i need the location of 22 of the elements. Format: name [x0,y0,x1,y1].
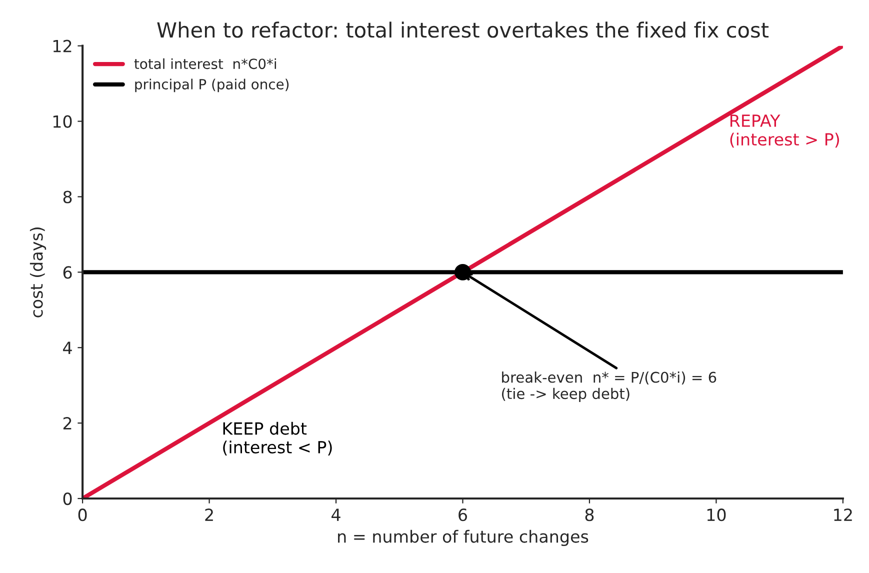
y-tick-label: 2 [63,417,72,430]
legend-label: total interest n*C0*i [134,58,276,70]
y-axis-title: cost (days) [30,228,46,318]
annotation: REPAY (interest > P) [730,114,839,148]
y-tick-label: 4 [63,342,72,354]
annotation: break-even n* = P/(C0*i) = 6 (tie -> keep debt) [502,372,716,402]
x-axis-title: n = number of future changes [338,530,588,546]
x-tick-label: 8 [585,508,594,522]
chart-title: When to refactor: total interest overtakes the fixed fix cost [157,22,769,38]
y-tick-label: 0 [63,492,72,506]
x-tick-label: 2 [205,508,213,521]
x-tick-label: 4 [332,508,340,521]
x-tick-label: 10 [707,508,726,522]
x-tick-label: 12 [834,508,852,521]
y-tick-label: 10 [53,115,72,128]
x-tick-label: 6 [458,508,467,522]
y-tick-label: 12 [53,40,72,52]
y-tick-label: 8 [63,190,72,204]
legend-label: principal P (paid once) [135,78,289,92]
y-tick-label: 6 [63,266,72,279]
x-tick-label: 0 [78,508,87,522]
annotation: KEEP debt (interest < P) [223,422,332,456]
